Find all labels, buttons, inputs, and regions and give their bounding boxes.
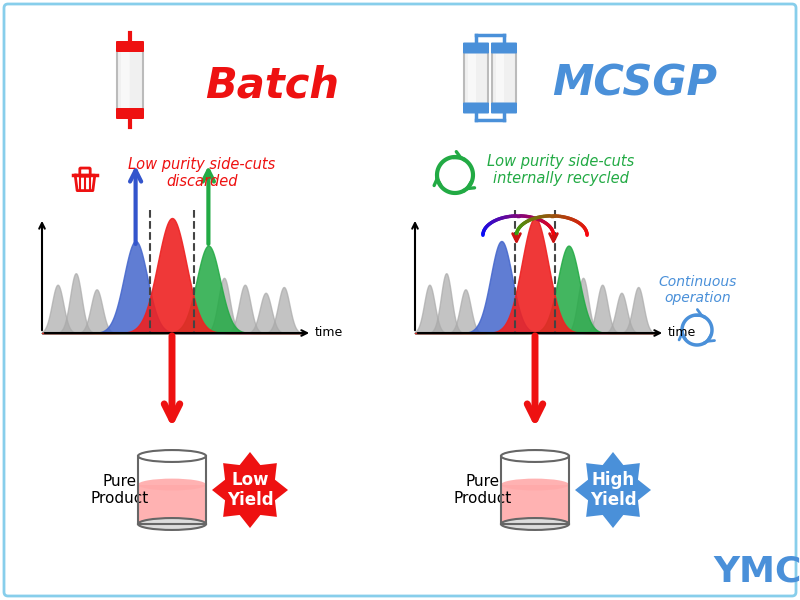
Text: time: time xyxy=(315,326,343,340)
FancyBboxPatch shape xyxy=(121,52,130,108)
Text: Low purity side-cuts
internally recycled: Low purity side-cuts internally recycled xyxy=(487,154,634,186)
FancyBboxPatch shape xyxy=(492,49,516,107)
FancyBboxPatch shape xyxy=(491,103,517,113)
FancyBboxPatch shape xyxy=(463,43,489,53)
FancyBboxPatch shape xyxy=(116,41,144,52)
FancyBboxPatch shape xyxy=(4,4,796,596)
Text: Pure
Product: Pure Product xyxy=(454,474,512,506)
Text: High
Yield: High Yield xyxy=(590,470,636,509)
FancyBboxPatch shape xyxy=(468,53,476,103)
Text: Low
Yield: Low Yield xyxy=(226,470,274,509)
Text: Pure
Product: Pure Product xyxy=(91,474,149,506)
Ellipse shape xyxy=(138,479,206,491)
Polygon shape xyxy=(212,452,288,528)
Text: time: time xyxy=(668,326,696,340)
Ellipse shape xyxy=(501,518,569,530)
FancyBboxPatch shape xyxy=(501,485,569,524)
FancyBboxPatch shape xyxy=(496,53,504,103)
Text: Continuous
operation: Continuous operation xyxy=(659,275,737,305)
FancyBboxPatch shape xyxy=(491,43,517,53)
FancyBboxPatch shape xyxy=(464,49,488,107)
Text: Batch: Batch xyxy=(205,64,339,106)
Polygon shape xyxy=(575,452,651,528)
FancyBboxPatch shape xyxy=(116,108,144,119)
FancyBboxPatch shape xyxy=(138,485,206,524)
FancyBboxPatch shape xyxy=(117,47,143,113)
Ellipse shape xyxy=(138,518,206,530)
Text: Low purity side-cuts
discarded: Low purity side-cuts discarded xyxy=(128,157,275,189)
Ellipse shape xyxy=(501,479,569,491)
FancyBboxPatch shape xyxy=(463,103,489,113)
Text: MCSGP: MCSGP xyxy=(552,62,717,104)
Text: YMC: YMC xyxy=(714,555,800,589)
